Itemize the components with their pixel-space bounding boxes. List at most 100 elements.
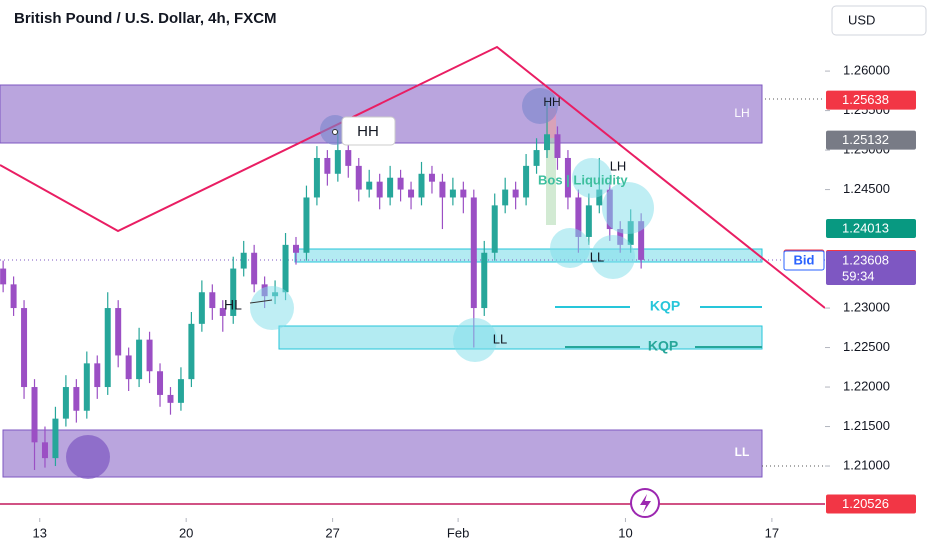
candle-body [62, 387, 69, 419]
circle [591, 235, 635, 279]
candle-body [157, 371, 164, 395]
annotation: LH [734, 106, 749, 120]
candle-body [313, 157, 320, 198]
price-tag [826, 251, 916, 286]
demand-zone [2, 429, 763, 478]
candle-body [146, 339, 153, 372]
candle-body [177, 379, 184, 403]
candle-body [73, 387, 80, 411]
candle-body [408, 189, 415, 198]
candle-body [94, 363, 101, 388]
price-tag-label: 1.23608 [842, 252, 889, 267]
y-tick-label: 1.23000 [843, 299, 890, 314]
x-tick-label: 17 [765, 525, 779, 540]
candle-body [481, 252, 488, 309]
annotation: HH [543, 95, 560, 109]
candle-body [449, 189, 456, 198]
candle-body [564, 157, 571, 198]
circle [602, 182, 654, 234]
candle-body [387, 177, 394, 198]
price-tag [826, 494, 916, 514]
annotation: LL [735, 445, 750, 459]
zigzag [0, 45, 826, 309]
circle [453, 318, 497, 362]
candles [0, 100, 645, 470]
candle-body [209, 292, 216, 309]
candle-body [0, 268, 7, 285]
annotation: LL [493, 331, 507, 346]
currency[interactable]: USD [848, 12, 875, 27]
candle-body [83, 363, 90, 411]
price-tag-label: 1.24013 [842, 220, 889, 235]
annotation: LL [590, 249, 604, 264]
candle-body [136, 339, 143, 380]
circle [250, 286, 294, 330]
candle-body [523, 165, 530, 198]
candle-body [418, 173, 425, 198]
y-tick-label: 1.26000 [843, 63, 890, 78]
y-tick-label: 1.21500 [843, 418, 890, 433]
price-tag-label: 1.25638 [842, 92, 889, 107]
candle-body [596, 189, 603, 206]
x-tick-label: 27 [325, 525, 339, 540]
candle-body [52, 418, 59, 459]
circle [66, 435, 110, 479]
circle [572, 158, 612, 198]
candle-body [41, 442, 48, 459]
circle [522, 88, 558, 124]
candle-body [230, 268, 237, 316]
y-tick-label: 1.22500 [843, 339, 890, 354]
candle-body [198, 292, 205, 324]
price-tag [826, 130, 916, 150]
x-tick-label: 13 [33, 525, 47, 540]
candle-body [544, 134, 551, 151]
x-tick-label: Feb [447, 525, 469, 540]
candle-body [439, 181, 446, 198]
y-tick-label: 1.24500 [843, 181, 890, 196]
price-tag [826, 90, 916, 110]
candle-body [240, 252, 247, 269]
candle-body [397, 177, 404, 190]
candle-body [115, 308, 122, 356]
candle-body [355, 165, 362, 190]
zone [294, 248, 763, 263]
y-tick-label: 1.21000 [843, 457, 890, 472]
annotation: HL [224, 297, 242, 313]
annotation: KQP [648, 338, 678, 354]
drawings [0, 84, 825, 505]
anchor [332, 129, 338, 135]
candle-body [512, 189, 519, 198]
candle-body [104, 308, 111, 388]
currency-button[interactable] [831, 5, 927, 36]
marker [546, 108, 556, 138]
candle-body [460, 189, 467, 198]
annotation: HH [357, 123, 379, 140]
candle-body [376, 181, 383, 198]
candle-body [554, 134, 561, 158]
tag-name-box [783, 250, 825, 271]
candle-body [125, 355, 132, 380]
chart-title: British Pound / U.S. Dollar, 4h, FXCM [14, 10, 277, 27]
candle-body [10, 284, 17, 309]
candle-body [251, 252, 258, 285]
countdown: 59:34 [842, 268, 875, 283]
candle-body [324, 157, 331, 174]
price-tag-label: 1.20526 [842, 496, 889, 511]
bolt [640, 494, 651, 513]
candle-body [428, 173, 435, 182]
candle-body [470, 197, 477, 309]
candle-body [575, 197, 582, 237]
candle-body [366, 181, 373, 190]
annotation: Bos | Liquidity [538, 172, 628, 187]
overlay [0, 45, 826, 518]
candle-body [303, 197, 310, 253]
annotation: LH [610, 158, 627, 173]
label-box [341, 116, 396, 146]
candle-body [334, 150, 341, 174]
candle-body [31, 387, 38, 443]
candle-body [282, 244, 289, 293]
bos-range [546, 120, 556, 225]
candle-body [219, 308, 226, 316]
candle-body [533, 150, 540, 166]
